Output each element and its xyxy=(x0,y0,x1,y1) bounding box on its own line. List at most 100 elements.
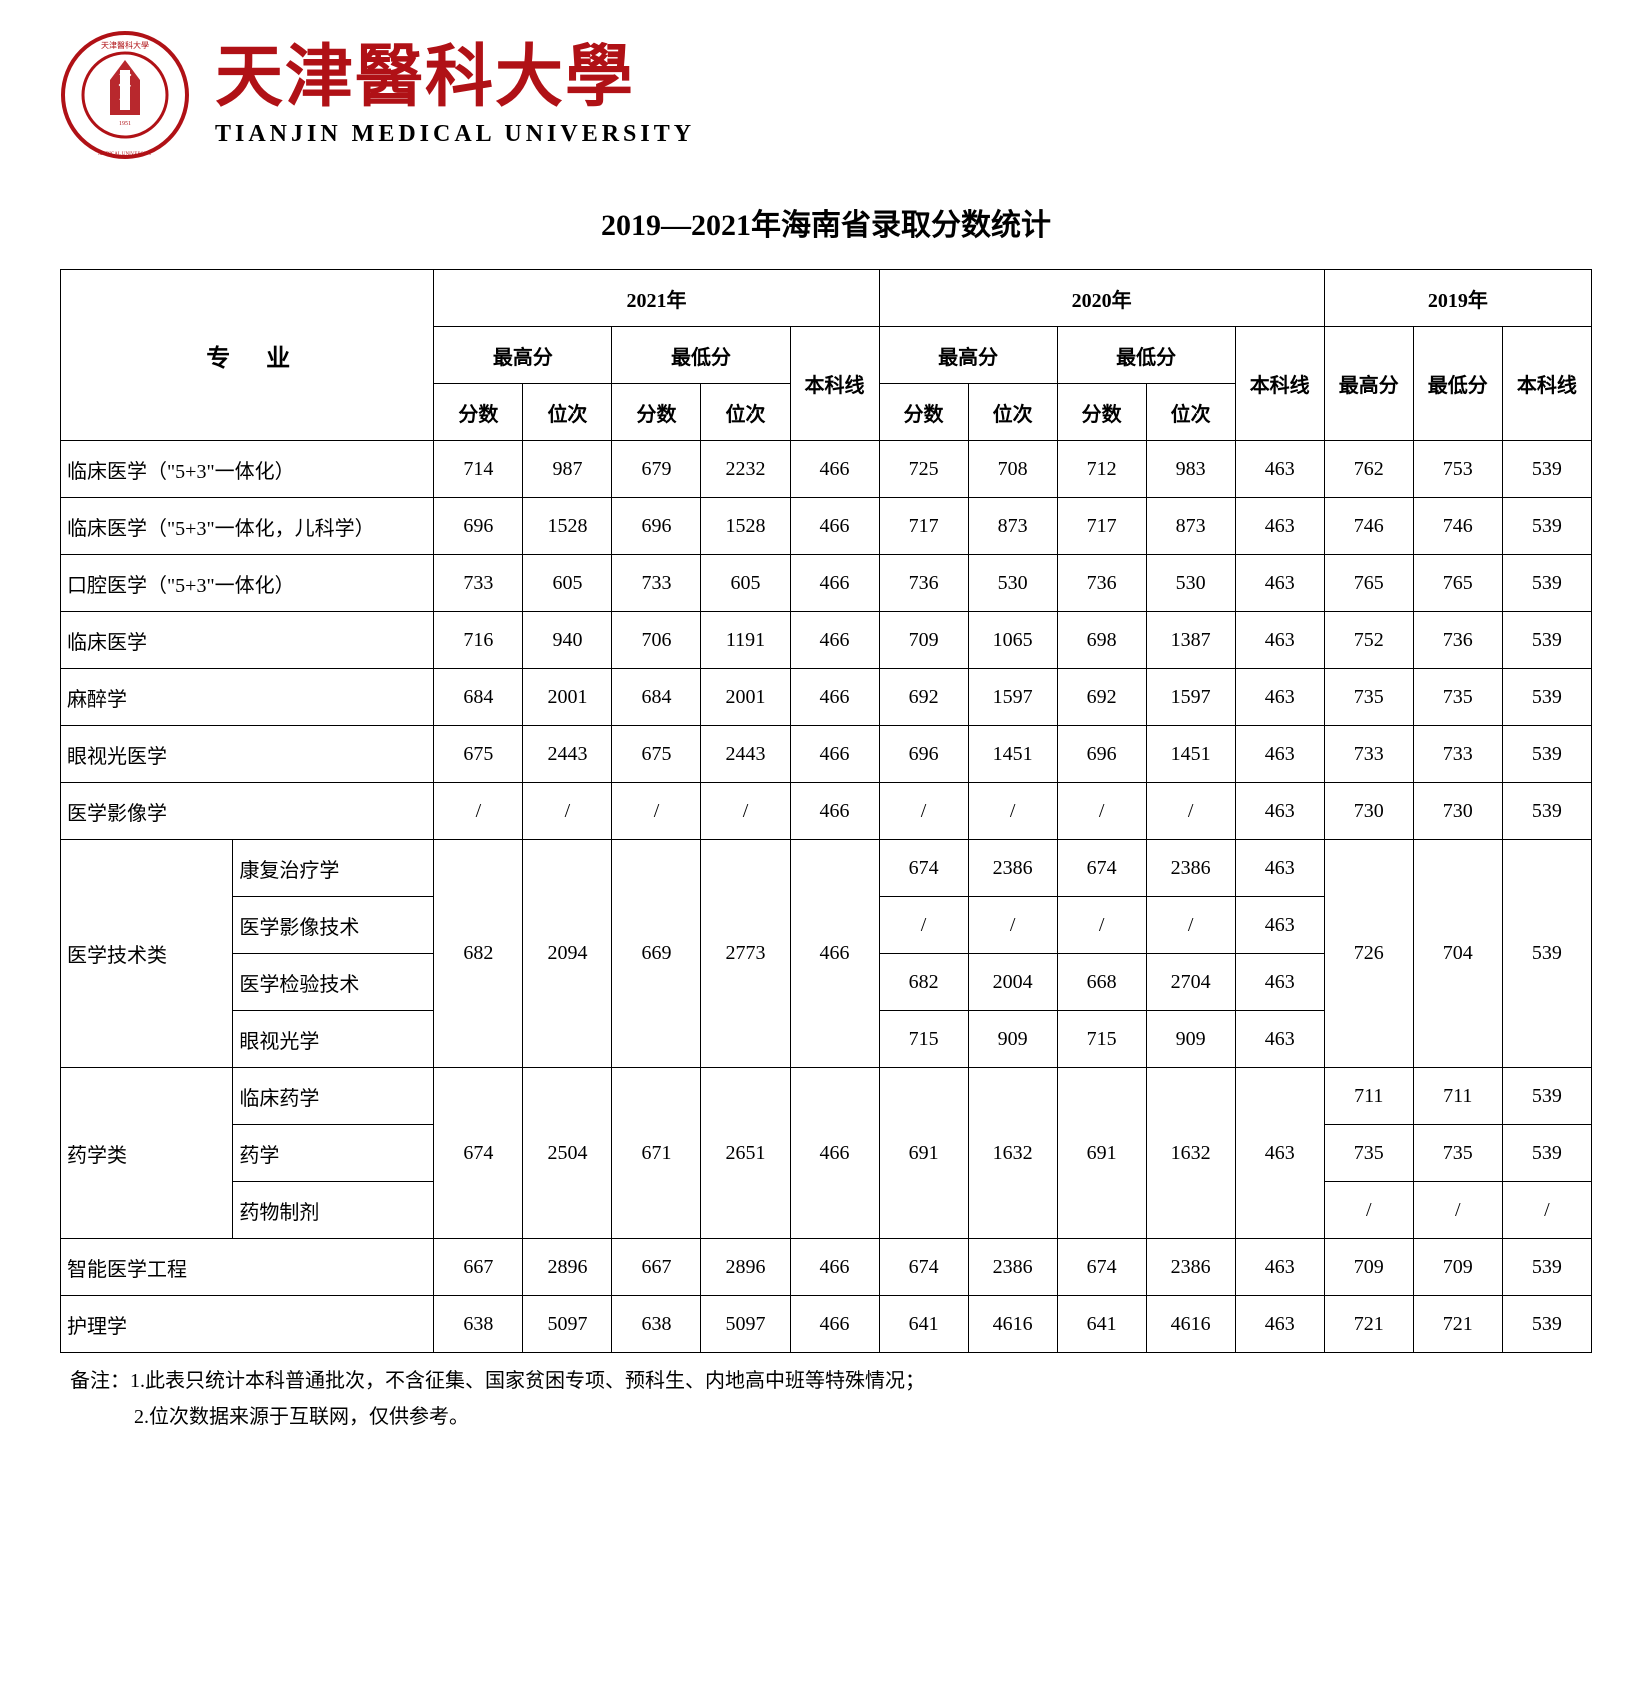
cell: 2896 xyxy=(523,1239,612,1296)
cell: 药学类 xyxy=(61,1068,233,1239)
cell: 711 xyxy=(1413,1068,1502,1125)
cell: 539 xyxy=(1502,669,1591,726)
col-rank: 位次 xyxy=(523,384,612,441)
cell: 1451 xyxy=(1146,726,1235,783)
cell: / xyxy=(612,783,701,840)
cell: 712 xyxy=(1057,441,1146,498)
cell: 眼视光学 xyxy=(233,1011,434,1068)
cell: 674 xyxy=(879,840,968,897)
cell: 463 xyxy=(1235,1239,1324,1296)
col-2019: 2019年 xyxy=(1324,270,1591,327)
cell: / xyxy=(1413,1182,1502,1239)
cell: 692 xyxy=(879,669,968,726)
cell: / xyxy=(1502,1182,1591,1239)
cell: 463 xyxy=(1235,612,1324,669)
col-major: 专业 xyxy=(61,270,434,441)
col-2021: 2021年 xyxy=(434,270,879,327)
col-max: 最高分 xyxy=(1324,327,1413,441)
cell: 临床药学 xyxy=(233,1068,434,1125)
cell: 709 xyxy=(1324,1239,1413,1296)
cell: 1065 xyxy=(968,612,1057,669)
cell: / xyxy=(1146,783,1235,840)
col-score: 分数 xyxy=(879,384,968,441)
cell: 704 xyxy=(1413,840,1502,1068)
cell: 智能医学工程 xyxy=(61,1239,434,1296)
page-title: 2019—2021年海南省录取分数统计 xyxy=(60,200,1592,244)
cell: 752 xyxy=(1324,612,1413,669)
cell: 539 xyxy=(1502,441,1591,498)
col-2020: 2020年 xyxy=(879,270,1324,327)
cell: 735 xyxy=(1413,669,1502,726)
cell: 709 xyxy=(1413,1239,1502,1296)
cell: 466 xyxy=(790,1296,879,1353)
cell: 医学技术类 xyxy=(61,840,233,1068)
cell: 466 xyxy=(790,612,879,669)
cell: 717 xyxy=(879,498,968,555)
cell: 2001 xyxy=(523,669,612,726)
cell: 463 xyxy=(1235,840,1324,897)
cell: 539 xyxy=(1502,1125,1591,1182)
cell: 1451 xyxy=(968,726,1057,783)
cell: / xyxy=(1324,1182,1413,1239)
cell: 684 xyxy=(612,669,701,726)
col-rank: 位次 xyxy=(968,384,1057,441)
cell: 736 xyxy=(1413,612,1502,669)
cell: 725 xyxy=(879,441,968,498)
cell: 463 xyxy=(1235,441,1324,498)
cell: 873 xyxy=(968,498,1057,555)
cell: 463 xyxy=(1235,783,1324,840)
cell: 605 xyxy=(523,555,612,612)
cell: 466 xyxy=(790,726,879,783)
cell: 716 xyxy=(434,612,523,669)
cell: 护理学 xyxy=(61,1296,434,1353)
cell: 4616 xyxy=(968,1296,1057,1353)
cell: 463 xyxy=(1235,726,1324,783)
header: 天津醫科大學 MEDICAL UNIVERSITY 1951 天津醫科大學 TI… xyxy=(60,30,1592,160)
cell: 463 xyxy=(1235,1296,1324,1353)
cell: 726 xyxy=(1324,840,1413,1068)
cell: / xyxy=(523,783,612,840)
cell: 医学影像学 xyxy=(61,783,434,840)
cell: 706 xyxy=(612,612,701,669)
university-name-block: 天津醫科大學 TIANJIN MEDICAL UNIVERSITY xyxy=(215,43,695,148)
col-score: 分数 xyxy=(434,384,523,441)
cell: 733 xyxy=(434,555,523,612)
cell: 682 xyxy=(879,954,968,1011)
cell: 674 xyxy=(1057,1239,1146,1296)
cell: 康复治疗学 xyxy=(233,840,434,897)
col-min: 最低分 xyxy=(612,327,790,384)
table-head: 专业 2021年 2020年 2019年 最高分 最低分 本科线 最高分 最低分… xyxy=(61,270,1592,441)
cell: 临床医学（"5+3"一体化，儿科学） xyxy=(61,498,434,555)
cell: 715 xyxy=(879,1011,968,1068)
table-body: 临床医学（"5+3"一体化）71498767922324667257087129… xyxy=(61,441,1592,1353)
table-row: 护理学6385097638509746664146166414616463721… xyxy=(61,1296,1592,1353)
cell: 医学影像技术 xyxy=(233,897,434,954)
cell: 735 xyxy=(1413,1125,1502,1182)
cell: 1632 xyxy=(1146,1068,1235,1239)
notes: 备注：1.此表只统计本科普通批次，不含征集、国家贫困专项、预科生、内地高中班等特… xyxy=(60,1363,1592,1435)
cell: 539 xyxy=(1502,726,1591,783)
cell: 753 xyxy=(1413,441,1502,498)
cell: 463 xyxy=(1235,1068,1324,1239)
cell: / xyxy=(968,783,1057,840)
cell: 709 xyxy=(879,612,968,669)
cell: 463 xyxy=(1235,498,1324,555)
cell: 466 xyxy=(790,1239,879,1296)
cell: 691 xyxy=(1057,1068,1146,1239)
cell: 696 xyxy=(612,498,701,555)
cell: / xyxy=(434,783,523,840)
cell: 730 xyxy=(1324,783,1413,840)
cell: 2386 xyxy=(1146,1239,1235,1296)
cell: 466 xyxy=(790,555,879,612)
cell: 1191 xyxy=(701,612,790,669)
cell: 765 xyxy=(1324,555,1413,612)
cell: 2386 xyxy=(968,840,1057,897)
university-logo: 天津醫科大學 MEDICAL UNIVERSITY 1951 xyxy=(60,30,190,160)
col-score: 分数 xyxy=(612,384,701,441)
cell: 药物制剂 xyxy=(233,1182,434,1239)
cell: 539 xyxy=(1502,1296,1591,1353)
cell: 466 xyxy=(790,669,879,726)
col-max: 最高分 xyxy=(879,327,1057,384)
svg-text:天津醫科大學: 天津醫科大學 xyxy=(101,40,149,50)
cell: 762 xyxy=(1324,441,1413,498)
